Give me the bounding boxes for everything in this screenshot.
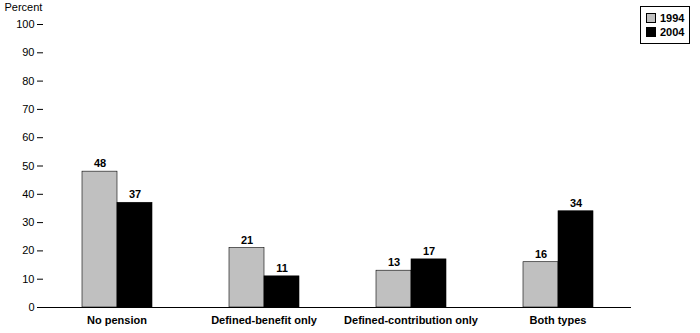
svg-text:40: 40 <box>22 188 34 200</box>
svg-text:Defined-benefit only: Defined-benefit only <box>211 314 318 326</box>
svg-text:11: 11 <box>276 262 288 274</box>
html-text:2004: 2004 <box>660 26 685 38</box>
svg-text:48: 48 <box>94 157 106 169</box>
svg-text:100: 100 <box>16 18 34 30</box>
svg-text:No pension: No pension <box>87 314 147 326</box>
svg-text:90: 90 <box>22 46 34 58</box>
svg-text:37: 37 <box>129 188 141 200</box>
svg-text:17: 17 <box>423 245 435 257</box>
svg-text:13: 13 <box>388 256 400 268</box>
svg-text:70: 70 <box>22 103 34 115</box>
svg-text:0: 0 <box>28 301 34 313</box>
svg-text:60: 60 <box>22 131 34 143</box>
svg-text:80: 80 <box>22 75 34 87</box>
svg-text:10: 10 <box>22 273 34 285</box>
html-text:1994: 1994 <box>660 12 685 24</box>
svg-text:34: 34 <box>570 197 583 209</box>
svg-text:16: 16 <box>535 248 547 260</box>
svg-text:50: 50 <box>22 160 34 172</box>
svg-text:Both types: Both types <box>530 314 587 326</box>
svg-text:21: 21 <box>241 234 253 246</box>
svg-text:Defined-contribution only: Defined-contribution only <box>344 314 479 326</box>
svg-text:Percent: Percent <box>5 1 43 13</box>
svg-text:30: 30 <box>22 216 34 228</box>
svg-text:20: 20 <box>22 244 34 256</box>
